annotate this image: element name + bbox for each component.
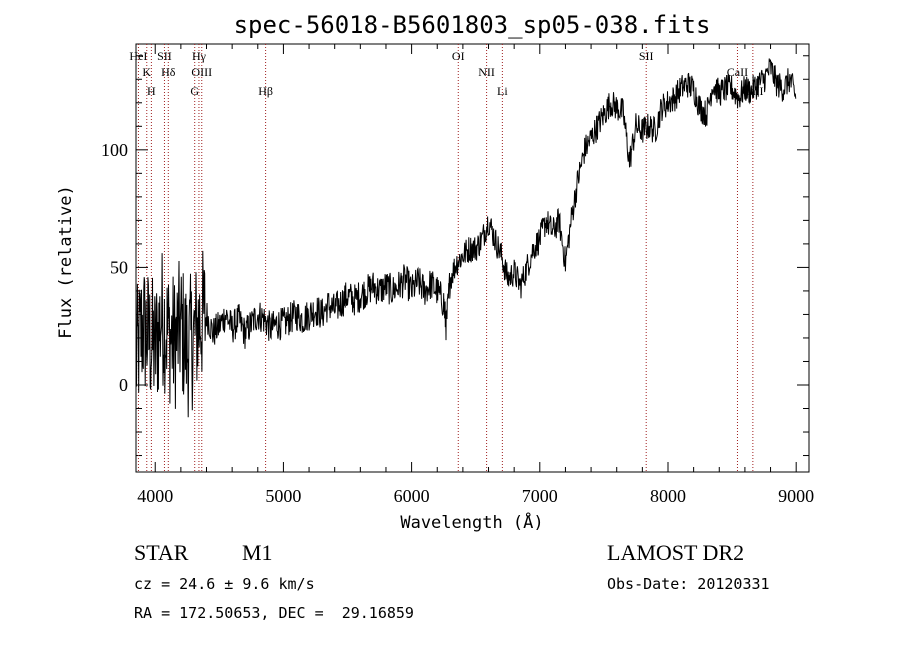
y-axis-label: Flux (relative) bbox=[56, 185, 76, 339]
line-marker-label: SII bbox=[639, 49, 654, 63]
plot-frame bbox=[135, 43, 810, 473]
x-tick-label: 9000 bbox=[778, 486, 814, 506]
line-marker-label: OIII bbox=[191, 65, 212, 79]
y-tick-label: 0 bbox=[119, 375, 128, 395]
line-marker-label: CaII bbox=[727, 65, 748, 79]
object-subclass: M1 bbox=[242, 540, 273, 565]
x-tick-label: 5000 bbox=[265, 486, 301, 506]
x-tick-label: 7000 bbox=[522, 486, 558, 506]
line-marker-label: K bbox=[142, 65, 151, 79]
object-type: STAR bbox=[134, 540, 189, 565]
x-tick-label: 4000 bbox=[137, 486, 173, 506]
line-marker-label: Hγ bbox=[192, 49, 207, 63]
line-marker-label: OI bbox=[452, 49, 465, 63]
x-tick-label: 6000 bbox=[394, 486, 430, 506]
line-marker-label: G bbox=[190, 84, 199, 98]
line-marker-label: Hβ bbox=[258, 84, 273, 98]
line-marker-label: HeI bbox=[129, 49, 147, 63]
x-axis-label: Wavelength (Å) bbox=[400, 511, 543, 533]
line-marker-label: Hδ bbox=[161, 65, 176, 79]
y-tick-label: 100 bbox=[101, 140, 128, 160]
coordinates-readout: RA = 172.50653, DEC = 29.16859 bbox=[134, 604, 414, 622]
line-marker-label: Li bbox=[497, 84, 508, 98]
x-tick-label: 8000 bbox=[650, 486, 686, 506]
survey-name: LAMOST DR2 bbox=[607, 540, 745, 565]
line-marker-label: SII bbox=[157, 49, 172, 63]
redshift-readout: cz = 24.6 ± 9.6 km/s bbox=[134, 575, 315, 593]
chart-title: spec-56018-B5601803_sp05-038.fits bbox=[234, 11, 711, 39]
observation-date: Obs-Date: 20120331 bbox=[607, 575, 770, 593]
line-marker-label: NII bbox=[478, 65, 495, 79]
axis-ticks: 4000 5000 6000 7000 8000 9000 0 50 100 bbox=[101, 44, 814, 506]
line-marker-label: H bbox=[147, 84, 156, 98]
spectrum-series-line bbox=[135, 58, 797, 418]
y-tick-label: 50 bbox=[110, 257, 128, 277]
